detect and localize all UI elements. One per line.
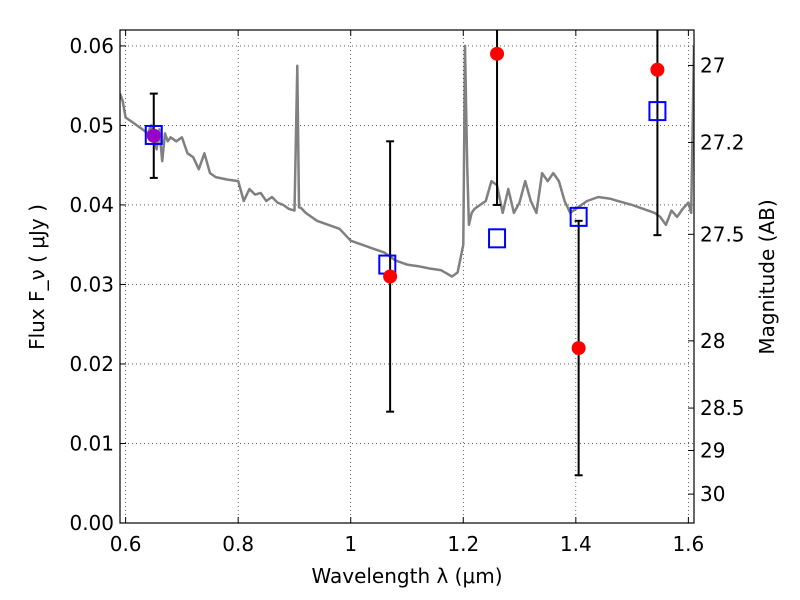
chart-marks bbox=[120, 30, 694, 477]
model-point bbox=[144, 124, 163, 145]
x-tick-label: 1.6 bbox=[672, 532, 704, 556]
plot-background bbox=[120, 30, 694, 523]
y-right-tick-label: 28 bbox=[700, 329, 725, 353]
x-tick-label: 1 bbox=[344, 532, 357, 556]
observed-point bbox=[383, 269, 398, 284]
y-tick-label: 0.03 bbox=[69, 272, 114, 296]
observed-point bbox=[650, 62, 665, 77]
observed-point bbox=[146, 128, 161, 143]
y-tick-label: 0.00 bbox=[69, 511, 114, 535]
x-tick-label: 1.4 bbox=[560, 532, 592, 556]
x-tick-label: 0.8 bbox=[222, 532, 254, 556]
y-axis-label: Flux F_ν ( μJy ) bbox=[25, 204, 49, 350]
observed-point bbox=[490, 46, 505, 61]
y-tick-label: 0.05 bbox=[69, 113, 114, 137]
y-tick-label: 0.04 bbox=[69, 193, 114, 217]
model-point bbox=[569, 206, 588, 227]
y-right-tick-label: 29 bbox=[700, 438, 725, 462]
data-layer bbox=[120, 30, 694, 477]
x-axis-label: Wavelength λ (μm) bbox=[311, 564, 502, 588]
axis-ticks: 0.6 0.8 1 1.2 1.4 1.6 0.00 0.01 0.02 0.03 0.04 0.05… bbox=[69, 30, 745, 556]
plot-frame bbox=[119, 29, 695, 524]
y-right-tick-label: 27.5 bbox=[700, 222, 745, 246]
y-right-tick-label: 30 bbox=[700, 482, 725, 506]
y-right-tick-label: 28.5 bbox=[700, 396, 745, 420]
y-right-tick-label: 27 bbox=[700, 53, 725, 77]
x-tick-label: 0.6 bbox=[110, 532, 142, 556]
y-tick-label: 0.06 bbox=[69, 34, 114, 58]
model-point bbox=[488, 228, 507, 249]
y-axis-right-label: Magnitude (AB) bbox=[755, 199, 779, 354]
model-point bbox=[648, 101, 667, 122]
y-tick-label: 0.02 bbox=[69, 352, 114, 376]
x-tick-label: 1.2 bbox=[447, 532, 479, 556]
observed-point bbox=[571, 341, 586, 356]
y-right-tick-label: 27.2 bbox=[700, 130, 745, 154]
y-tick-label: 0.01 bbox=[69, 431, 114, 455]
